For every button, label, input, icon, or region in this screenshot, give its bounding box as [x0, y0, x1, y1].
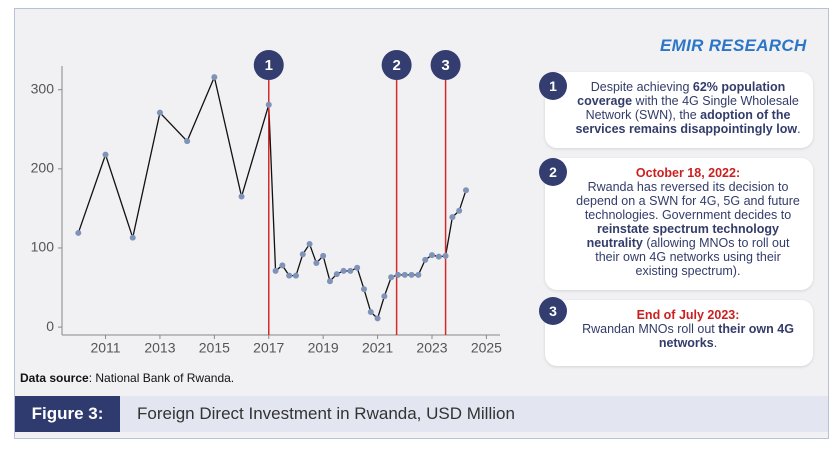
data-point — [320, 252, 327, 259]
data-point — [129, 234, 136, 241]
data-point — [374, 315, 381, 322]
data-line — [77, 74, 467, 320]
event-badge-label: 3 — [441, 57, 449, 74]
data-point — [354, 264, 361, 271]
data-point — [326, 278, 333, 285]
data-point — [422, 256, 429, 263]
note-heading: October 18, 2022: — [635, 166, 741, 180]
note-text: . — [797, 122, 801, 136]
data-point — [381, 293, 388, 300]
note-box: October 18, 2022: Rwanda has reversed its… — [545, 158, 813, 290]
x-tick-label: 2021 — [362, 340, 393, 356]
event-badge — [381, 50, 412, 80]
data-point — [279, 262, 286, 269]
event-badge — [430, 50, 461, 80]
data-point — [306, 241, 313, 248]
data-point — [360, 286, 367, 293]
data-point — [184, 138, 191, 145]
data-point — [292, 272, 299, 279]
note-badge: 1 — [539, 72, 567, 100]
data-point — [394, 271, 401, 278]
note-emphasis: adoption of the services remains disappo… — [575, 108, 798, 136]
source-text: : National Bank of Rwanda. — [88, 371, 235, 385]
note-emphasis: 62% population coverage — [577, 80, 786, 108]
data-point — [367, 309, 374, 316]
figure-caption: Foreign Direct Investment in Rwanda, USD… — [137, 404, 515, 423]
note-text: Rwanda has reversed its decision to depe… — [576, 180, 800, 222]
data-point — [265, 101, 272, 108]
note-box: End of July 2023: Rwandan MNOs roll out t… — [545, 300, 813, 366]
caption-bar: Figure 3: Foreign Direct Investment in R… — [15, 396, 828, 432]
data-point — [333, 271, 340, 278]
x-tick-label: 2013 — [144, 340, 175, 356]
data-point — [156, 109, 163, 116]
data-point — [449, 214, 456, 221]
data-point — [286, 272, 293, 279]
figure-label: Figure 3: — [15, 396, 120, 432]
event-badge — [253, 50, 284, 80]
data-point — [388, 274, 395, 281]
note-text: with the 4G Single Wholesale Network (SW… — [585, 94, 799, 122]
data-point — [456, 207, 463, 214]
x-tick-label: 2019 — [308, 340, 339, 356]
y-tick-label: 100 — [31, 239, 55, 255]
data-point — [462, 187, 469, 194]
note-text: Rwandan MNOs roll out — [582, 322, 719, 336]
x-tick-label: 2025 — [471, 340, 502, 356]
data-point — [102, 151, 109, 158]
y-tick-label: 0 — [46, 318, 54, 334]
data-point — [428, 252, 435, 259]
data-point — [272, 267, 279, 274]
data-point — [340, 267, 347, 274]
data-point — [415, 271, 422, 278]
x-tick-label: 2015 — [199, 340, 230, 356]
data-point — [238, 193, 245, 200]
note-heading: End of July 2023: — [636, 308, 740, 322]
note-badge: 3 — [539, 297, 567, 325]
data-point — [401, 271, 408, 278]
x-tick-label: 2017 — [253, 340, 284, 356]
note-text: (allowing MNOs to roll out their own 4G … — [595, 236, 790, 278]
y-tick-label: 300 — [31, 80, 55, 96]
event-badge-label: 2 — [392, 57, 400, 74]
logo: EMIR RESEARCH — [660, 36, 807, 55]
note-text: Despite achieving — [590, 80, 693, 94]
x-tick-label: 2023 — [416, 340, 447, 356]
y-tick-label: 200 — [31, 160, 55, 176]
data-point — [408, 271, 415, 278]
note-badge: 2 — [539, 158, 567, 186]
note-emphasis: their own 4G networks — [658, 322, 794, 350]
note-text: . — [713, 336, 718, 350]
data-point — [299, 251, 306, 258]
data-point — [75, 229, 82, 236]
data-point — [435, 253, 442, 260]
note-box: Despite achieving 62% population coverag… — [545, 72, 813, 148]
data-point — [211, 74, 218, 81]
data-point — [313, 260, 320, 267]
data-source: Data source: National Bank of Rwanda. — [20, 371, 234, 385]
event-badge-label: 1 — [265, 57, 273, 74]
data-point — [347, 267, 354, 274]
data-point — [442, 252, 449, 259]
note-emphasis: reinstate spectrum technology neutrality — [586, 222, 779, 250]
x-tick-label: 2011 — [90, 340, 120, 356]
source-text: Data source — [20, 371, 89, 385]
